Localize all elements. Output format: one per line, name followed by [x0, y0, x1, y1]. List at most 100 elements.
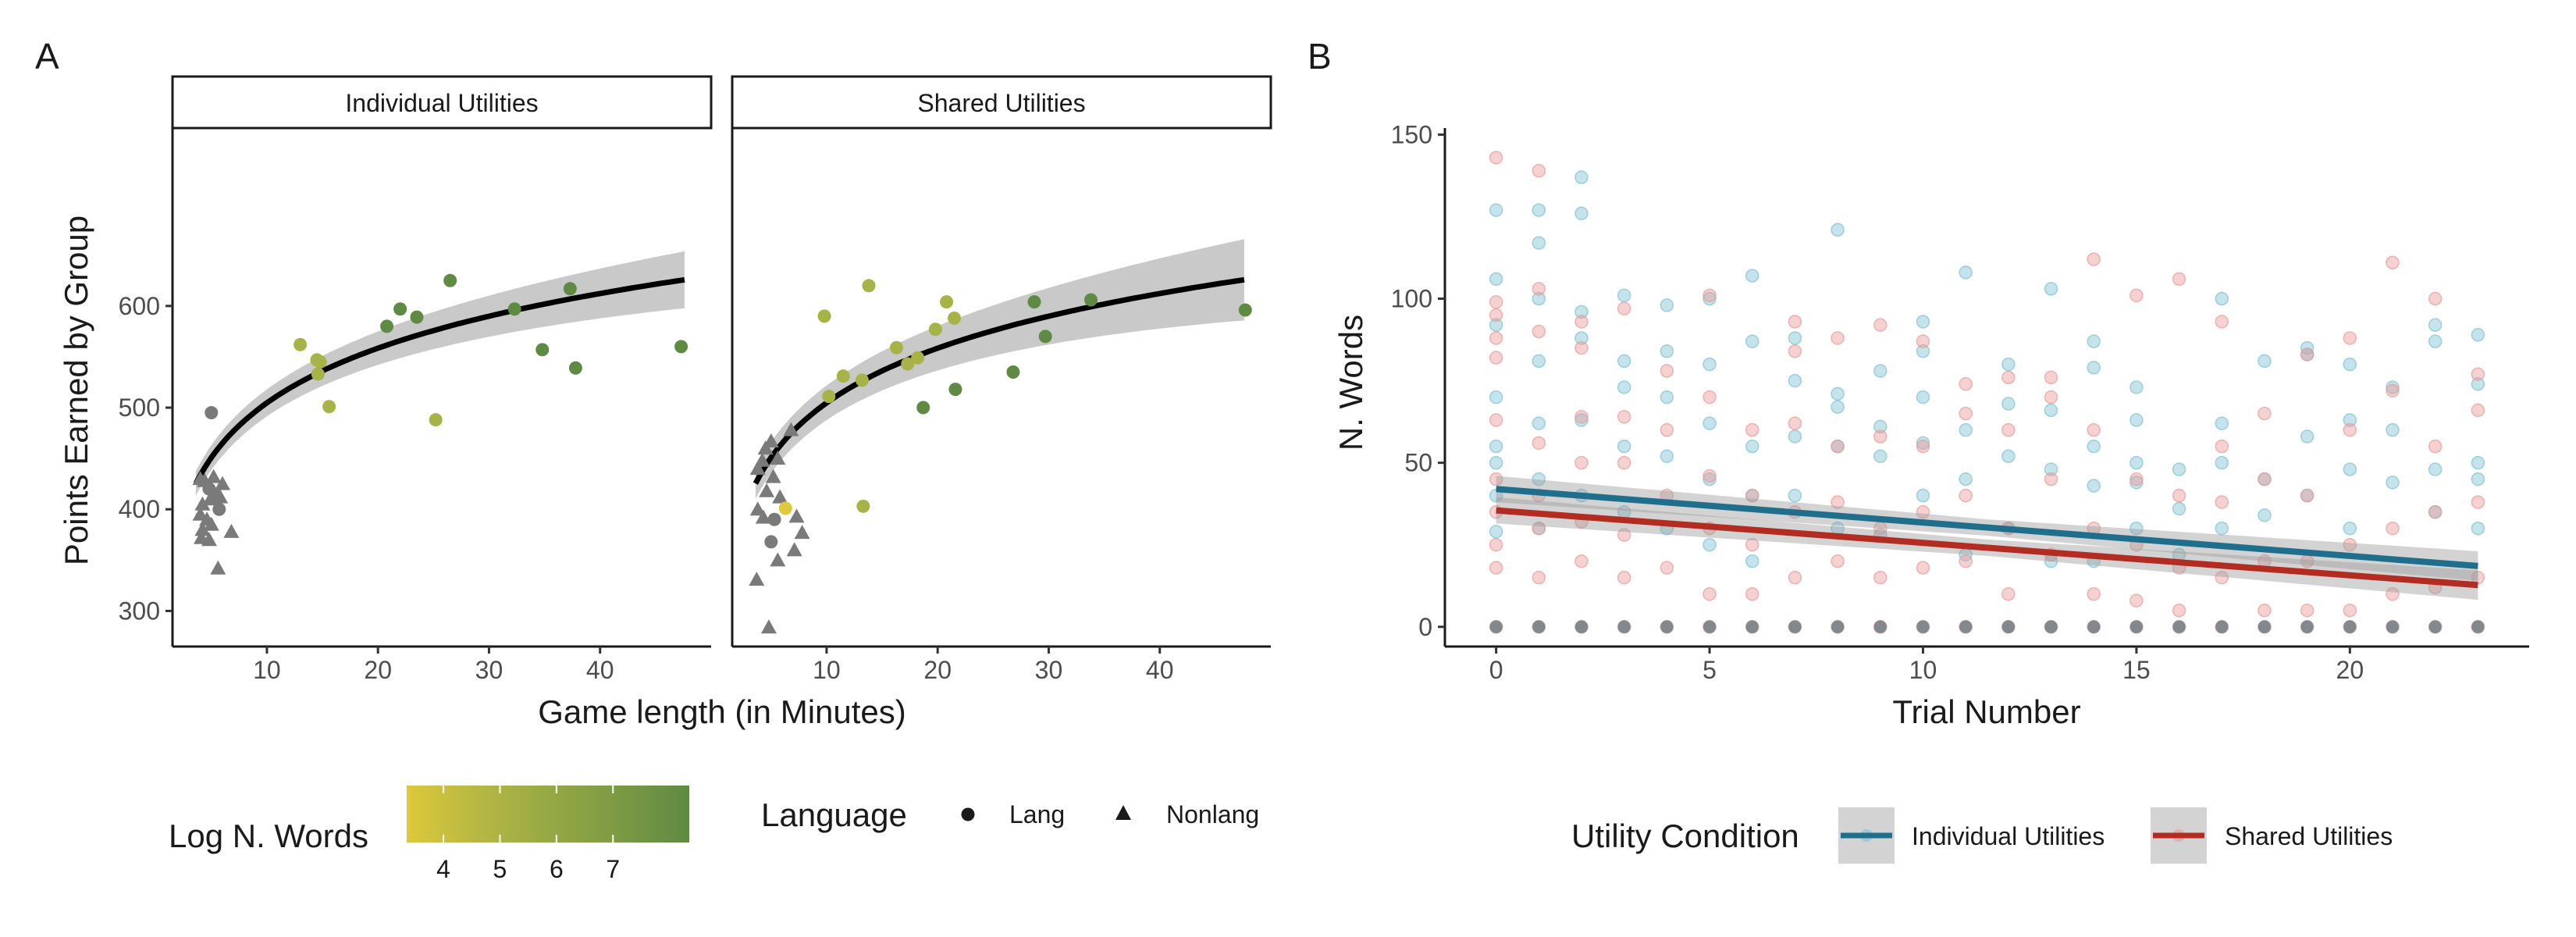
x-tick-label: 20 — [2336, 656, 2364, 684]
data-point-shared — [1574, 554, 1589, 568]
data-point-shared — [2343, 422, 2357, 437]
data-point-shared — [2044, 472, 2058, 486]
data-point-lang — [443, 273, 457, 287]
y-tick-label: 600 — [119, 292, 160, 320]
data-point-individual — [2386, 476, 2400, 490]
data-point-lang — [1038, 330, 1052, 344]
data-point-individual — [2471, 377, 2485, 391]
data-point-individual — [1660, 344, 1674, 358]
data-point-lang — [1027, 295, 1041, 309]
y-tick-label: 150 — [1391, 120, 1432, 148]
x-tick-label: 20 — [364, 656, 392, 684]
x-tick-label: 10 — [813, 656, 841, 684]
data-point-individual — [1788, 331, 1802, 345]
shape-legend-title: Language — [761, 796, 907, 833]
data-point-zero — [1574, 620, 1588, 633]
data-point-individual — [2343, 413, 2357, 427]
data-point-individual — [1745, 269, 1759, 283]
data-point-individual — [1489, 272, 1503, 287]
strip-shared-label: Shared Utilities — [917, 89, 1085, 117]
data-point-shared — [2386, 587, 2400, 601]
data-point-zero — [2428, 620, 2442, 633]
color-legend-title: Log N. Words — [169, 818, 368, 854]
data-point-shared — [1532, 436, 1546, 451]
data-point-lang — [429, 413, 443, 427]
data-point-lang — [563, 282, 577, 296]
data-point-shared — [2172, 488, 2186, 503]
data-point-nonlang — [201, 532, 217, 547]
data-point-lang — [862, 279, 876, 293]
data-point-shared — [2300, 347, 2314, 362]
data-point-shared — [1574, 315, 1589, 329]
x-tick-label: 30 — [475, 656, 503, 684]
data-point-individual — [2087, 361, 2101, 375]
data-point-shared — [1532, 324, 1546, 339]
data-point-shared — [1873, 570, 1888, 585]
panel-b-chart: 0 5 10 15 20 0 50 100 150 Trial Number N. Words — [1332, 120, 2529, 730]
data-point-shared — [1617, 570, 1631, 585]
data-point-individual — [2087, 479, 2101, 493]
data-point-shared — [1532, 570, 1546, 585]
data-point-zero — [1617, 620, 1631, 633]
data-point-lang — [294, 337, 308, 351]
data-point-shared — [2087, 422, 2101, 437]
legend-shared-label: Shared Utilities — [2225, 822, 2393, 850]
data-point-shared — [2172, 272, 2186, 287]
data-point-shared — [1788, 570, 1802, 585]
data-point-lang — [928, 322, 942, 337]
data-point-lang — [507, 302, 521, 316]
data-point-zero — [1660, 620, 1674, 633]
data-point-zero — [2300, 620, 2314, 633]
data-point-shared — [2343, 604, 2357, 618]
data-point-shared — [1489, 472, 1503, 486]
data-point-shared — [1916, 439, 1930, 454]
data-point-lang — [817, 309, 831, 323]
data-point-individual — [2001, 357, 2016, 372]
data-point-shared — [1788, 416, 1802, 430]
data-point-zero — [1532, 620, 1546, 633]
data-point-individual — [1959, 472, 1973, 486]
data-point-lang — [948, 311, 962, 325]
data-point-shared — [1532, 163, 1546, 178]
data-point-nonlang — [205, 468, 222, 483]
data-point-individual — [1532, 236, 1546, 250]
data-point-shared — [1617, 410, 1631, 424]
data-point-shared — [2471, 367, 2485, 381]
panel-b-plot: 0 5 10 15 20 0 50 100 150 — [1391, 120, 2529, 684]
data-point-individual — [1660, 298, 1674, 312]
data-point-shared — [1959, 554, 1973, 568]
data-point-individual — [2129, 413, 2144, 427]
data-point-nonlang — [772, 489, 788, 504]
data-point-shared — [1532, 521, 1546, 536]
data-point-individual — [2215, 291, 2229, 306]
data-point-zero — [1959, 620, 1973, 633]
data-point-zero — [2001, 620, 2015, 633]
data-point-individual — [1916, 344, 1930, 358]
data-point-individual — [1617, 439, 1631, 454]
data-point-nonlang — [760, 619, 777, 634]
data-point-individual — [1489, 318, 1503, 332]
data-point-individual — [1873, 419, 1888, 434]
data-point-lang — [1238, 303, 1252, 317]
data-point-shared — [1489, 413, 1503, 427]
data-point-individual — [2172, 501, 2186, 516]
data-point-individual — [1788, 373, 1802, 388]
data-point-shared — [1703, 587, 1717, 601]
data-point-lang — [311, 367, 325, 381]
data-point-zero — [2343, 620, 2357, 633]
x-tick-label: 40 — [586, 656, 614, 684]
data-point-shared — [1831, 439, 1845, 454]
data-point-shared — [2343, 331, 2357, 345]
data-point-individual — [1745, 439, 1759, 454]
data-point-zero — [2087, 620, 2101, 633]
data-point-lang — [313, 354, 327, 369]
ci-ribbon — [195, 251, 685, 496]
data-point-lang — [393, 302, 407, 316]
data-point-zero — [1489, 620, 1503, 633]
data-point-individual — [2428, 334, 2443, 348]
data-point-shared — [2087, 252, 2101, 266]
panel-b-y-axis-label: N. Words — [1332, 315, 1369, 451]
data-point-individual — [1916, 488, 1930, 503]
data-point-shared — [2471, 403, 2485, 418]
